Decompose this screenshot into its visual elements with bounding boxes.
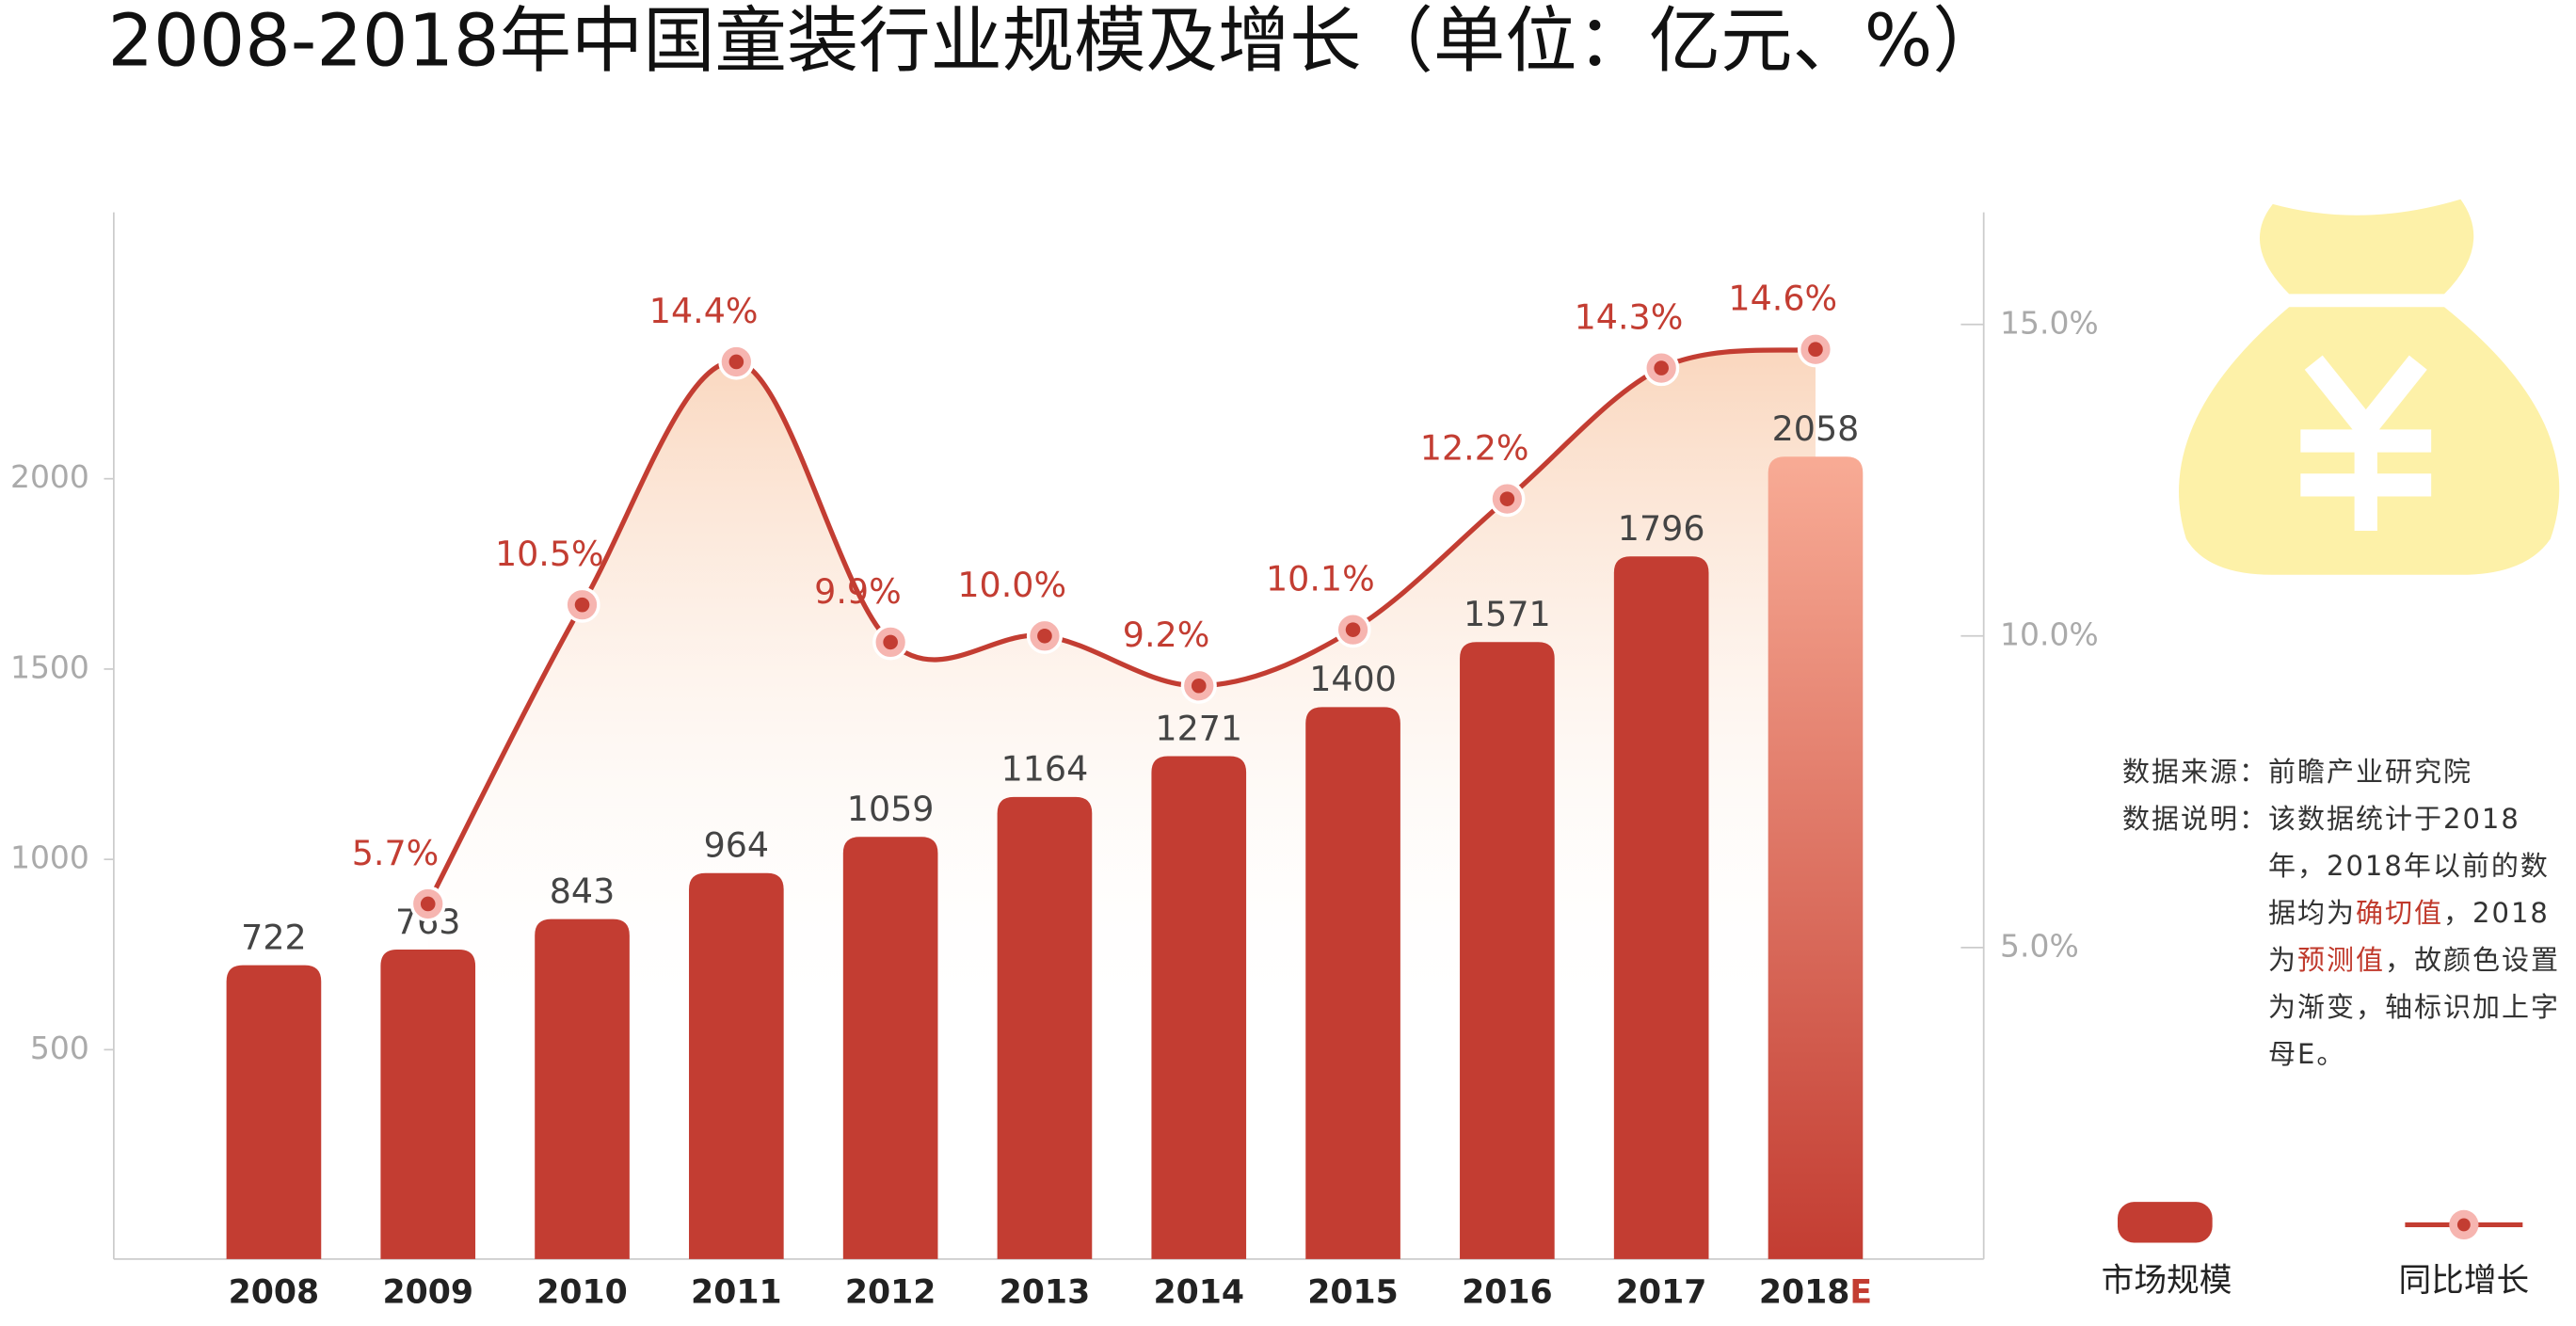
chart-title: 2008-2018年中国童装行业规模及增长（单位：亿元、%） (108, 0, 2005, 84)
legend-line-icon (2456, 1218, 2471, 1232)
legend-label: 市场规模 (2102, 1262, 2232, 1300)
line-point (1808, 342, 1823, 358)
line-value-label: 14.6% (1728, 279, 1837, 319)
line-value-label: 10.0% (957, 565, 1066, 605)
line-value-label: 10.1% (1266, 559, 1375, 599)
x-tick-label: 2016 (1462, 1273, 1553, 1311)
bar (535, 919, 630, 1259)
bar (689, 872, 784, 1259)
bar (380, 950, 476, 1259)
bar (1460, 642, 1555, 1259)
x-tick-label: 2011 (691, 1273, 782, 1311)
bar (997, 796, 1093, 1259)
line-point (574, 597, 590, 613)
bar (1613, 556, 1709, 1259)
note-part: ，2018为 (2268, 897, 2550, 976)
x-tick-label: 2013 (1000, 1273, 1091, 1311)
bar-value-label: 1400 (1309, 659, 1397, 699)
line-point (420, 896, 436, 912)
bar-value-label: 1271 (1155, 708, 1242, 748)
line-point (1037, 628, 1052, 644)
notes: 数据来源： 前瞻产业研究院 数据说明： 该数据统计于2018年，2018年以前的数据… (2122, 748, 2574, 1078)
note-text: 前瞻产业研究院 (2268, 756, 2473, 788)
x-tick-label: 2017 (1616, 1273, 1707, 1311)
line-point (1191, 678, 1207, 694)
bar-value-label: 843 (550, 871, 616, 911)
x-tick-label: 2018E (1759, 1273, 1872, 1311)
line-value-label: 14.3% (1575, 297, 1684, 338)
y-tick-label: 1000 (10, 839, 89, 876)
money-bag-icon (2179, 199, 2560, 575)
x-tick-label: 2009 (382, 1273, 473, 1311)
line-point (1345, 622, 1361, 637)
y2-tick-label: 5.0% (2000, 927, 2079, 964)
line-value-label: 9.9% (814, 571, 902, 612)
note-part: ，故颜色设置为渐变，轴标识加上字母E。 (2268, 944, 2561, 1070)
bar-value-label: 1164 (1001, 749, 1089, 790)
note-part: 该数据统计于2018年，2018年以前的数据均为 (2268, 803, 2550, 929)
line-point (1654, 360, 1669, 375)
line-value-label: 14.4% (649, 291, 759, 331)
bar-value-label: 1796 (1618, 508, 1705, 549)
line-value-label: 10.5% (495, 534, 604, 574)
note-label: 数据说明： (2122, 803, 2269, 835)
line-value-label: 5.7% (352, 833, 440, 873)
y2-tick-label: 15.0% (2000, 304, 2099, 341)
note-text: 该数据统计于2018年，2018年以前的数据均为确切值，2018为预测值，故颜色… (2268, 795, 2574, 1078)
bar-value-label: 1571 (1464, 594, 1551, 634)
bar-value-label: 1059 (847, 789, 935, 829)
bar (226, 965, 322, 1259)
y-tick-label: 1500 (10, 648, 89, 685)
x-tick-label: 2012 (845, 1273, 936, 1311)
y2-tick-label: 10.0% (2000, 615, 2099, 652)
x-tick-label: 2014 (1153, 1273, 1244, 1311)
line-area (427, 349, 1816, 1259)
legend-label: 同比增长 (2398, 1262, 2529, 1300)
note-label: 数据来源： (2122, 756, 2269, 788)
bar (1768, 456, 1864, 1259)
bar-value-label: 2058 (1772, 408, 1860, 449)
bar (1305, 707, 1400, 1259)
x-tick-label: 2010 (536, 1273, 628, 1311)
bar-value-label: 722 (241, 917, 307, 957)
line-value-label: 9.2% (1123, 615, 1210, 655)
note-part: 确切值 (2356, 897, 2444, 929)
line-point (883, 634, 898, 650)
line-point (728, 354, 744, 370)
y-tick-label: 2000 (10, 458, 89, 495)
x-tick-label: 2015 (1307, 1273, 1399, 1311)
line-point (1499, 491, 1515, 506)
note-part: 预测值 (2297, 944, 2386, 976)
bar (1151, 756, 1247, 1259)
y-tick-label: 500 (30, 1030, 89, 1066)
bar (842, 837, 938, 1259)
legend-bar-icon (2117, 1202, 2213, 1243)
line-value-label: 12.2% (1420, 428, 1529, 469)
x-tick-label: 2008 (229, 1273, 320, 1311)
bar-value-label: 964 (704, 824, 770, 865)
